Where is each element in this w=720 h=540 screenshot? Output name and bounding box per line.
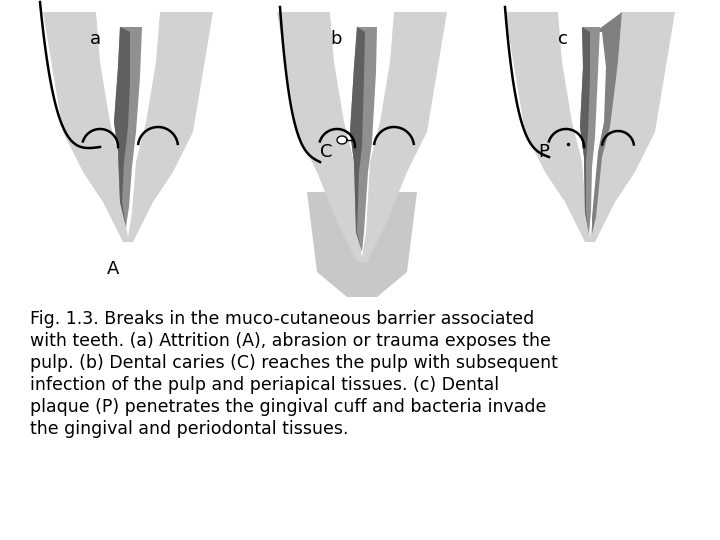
Text: plaque (P) penetrates the gingival cuff and bacteria invade: plaque (P) penetrates the gingival cuff … [30,398,546,416]
Polygon shape [277,12,447,262]
Polygon shape [43,12,213,242]
Text: C: C [320,143,333,161]
Polygon shape [558,12,622,237]
Polygon shape [337,136,347,144]
Polygon shape [114,27,142,227]
Text: c: c [558,30,568,48]
Text: the gingival and periodontal tissues.: the gingival and periodontal tissues. [30,420,348,438]
Polygon shape [580,27,590,234]
Polygon shape [114,27,130,227]
Text: a: a [90,30,101,48]
Polygon shape [580,27,600,234]
Polygon shape [307,192,417,297]
Text: pulp. (b) Dental caries (C) reaches the pulp with subsequent: pulp. (b) Dental caries (C) reaches the … [30,354,558,372]
Polygon shape [96,12,160,237]
Polygon shape [350,27,365,252]
Text: A: A [107,260,120,278]
Polygon shape [505,12,675,242]
Text: infection of the pulp and periapical tissues. (c) Dental: infection of the pulp and periapical tis… [30,376,499,394]
Text: P: P [538,143,549,161]
Polygon shape [592,12,622,234]
Text: with teeth. (a) Attrition (A), abrasion or trauma exposes the: with teeth. (a) Attrition (A), abrasion … [30,332,551,350]
Polygon shape [350,27,377,252]
Text: Fig. 1.3. Breaks in the muco-cutaneous barrier associated: Fig. 1.3. Breaks in the muco-cutaneous b… [30,310,534,328]
Text: b: b [330,30,341,48]
Polygon shape [330,12,394,257]
